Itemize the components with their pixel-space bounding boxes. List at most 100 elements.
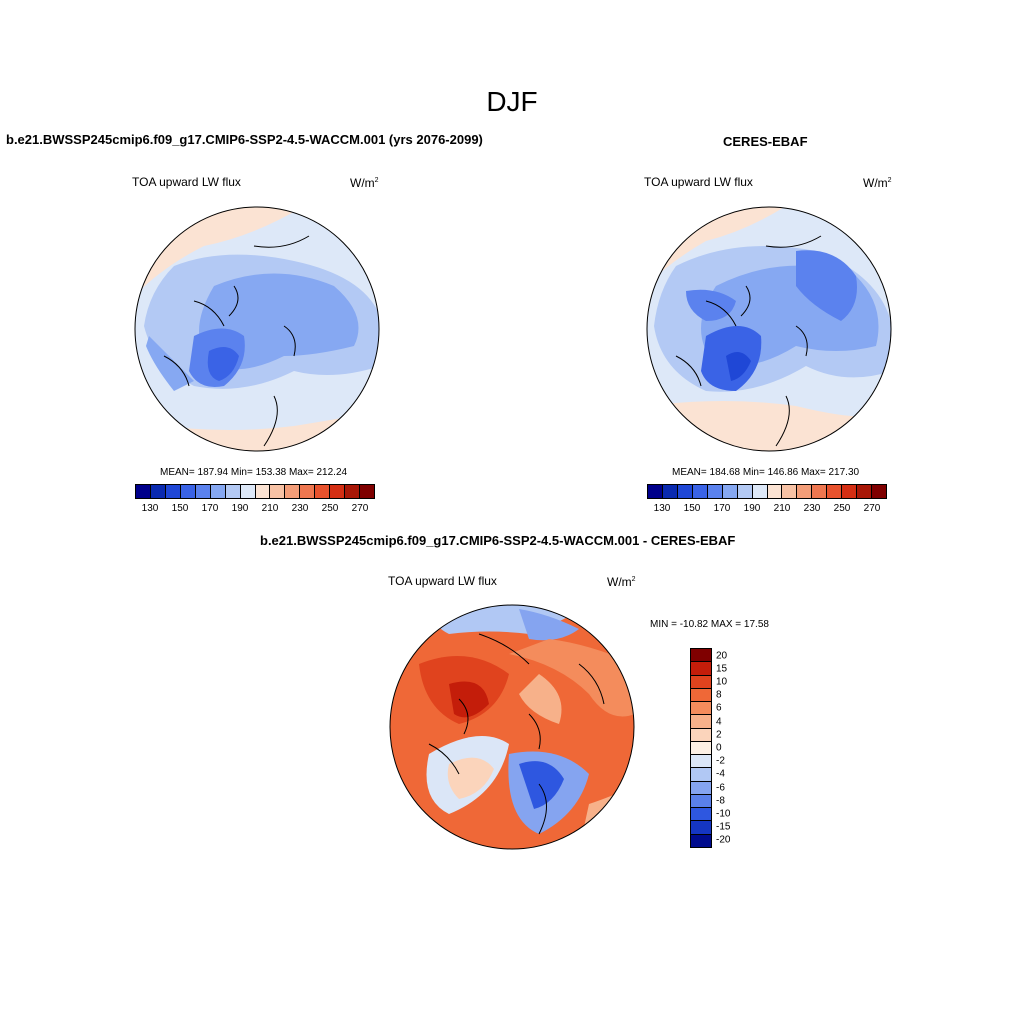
obs-stats: MEAN= 184.68 Min= 146.86 Max= 217.30 <box>672 467 860 478</box>
colorbar-swatch <box>737 485 753 498</box>
diff-minmax: MIN = -10.82 MAX = 17.58 <box>650 619 769 630</box>
model-units-label: W/m2 <box>350 176 379 190</box>
colorbar-swatch <box>315 485 331 498</box>
colorbar-tick-label: 10 <box>716 676 728 688</box>
colorbar-swatch <box>691 702 711 716</box>
colorbar-swatch <box>691 794 711 809</box>
colorbar-swatch <box>255 485 271 498</box>
colorbar-swatch <box>345 485 361 498</box>
colorbar-swatch <box>662 485 678 498</box>
colorbar-swatch <box>691 768 711 782</box>
colorbar-tick-label: 250 <box>321 503 339 514</box>
colorbar-tick-label: -20 <box>716 834 731 846</box>
colorbar-tick-label: 210 <box>261 503 279 514</box>
colorbar-tick-label: 270 <box>351 503 369 514</box>
colorbar-swatch <box>767 485 783 498</box>
colorbar-tick-label: -6 <box>716 782 725 794</box>
colorbar-tick-label: -4 <box>716 768 725 780</box>
colorbar-swatch <box>677 485 693 498</box>
colorbar-swatch <box>691 781 711 795</box>
colorbar-swatch <box>165 485 181 498</box>
diff-variable-label: TOA upward LW flux <box>388 574 497 588</box>
colorbar-swatch <box>285 485 301 498</box>
colorbar-swatch <box>691 688 711 703</box>
colorbar-swatch <box>692 485 708 498</box>
obs-colorbar-swatches <box>647 484 887 499</box>
diff-colorbar-ticks: 20 15 10 8 6 4 2 0 -2 -4 -6 -8 -10 -15 -20 <box>712 648 772 848</box>
colorbar-swatch <box>872 485 886 498</box>
diff-units-label: W/m2 <box>607 575 636 589</box>
colorbar-swatch <box>195 485 211 498</box>
diff-polar-map <box>389 604 635 850</box>
colorbar-swatch <box>857 485 873 498</box>
colorbar-swatch <box>360 485 374 498</box>
colorbar-tick-label: -2 <box>716 755 725 767</box>
colorbar-swatch <box>210 485 226 498</box>
colorbar-swatch <box>691 649 711 663</box>
colorbar-swatch <box>691 834 711 847</box>
model-variable-label: TOA upward LW flux <box>132 175 241 189</box>
colorbar-swatch <box>691 675 711 689</box>
colorbar-swatch <box>827 485 843 498</box>
colorbar-swatch <box>691 755 711 769</box>
colorbar-tick-label: 0 <box>716 742 722 754</box>
colorbar-swatch <box>752 485 768 498</box>
colorbar-swatch <box>648 485 663 498</box>
colorbar-tick-label: 230 <box>291 503 309 514</box>
colorbar-swatch <box>812 485 828 498</box>
model-colorbar-ticks: 130 150 170 190 210 230 250 270 <box>135 499 375 514</box>
model-polar-map <box>134 206 380 452</box>
colorbar-swatch <box>691 741 711 756</box>
colorbar-tick-label: -8 <box>716 795 725 807</box>
obs-colorbar-ticks: 130 150 170 190 210 230 250 270 <box>647 499 887 514</box>
season-title: DJF <box>486 86 538 117</box>
colorbar-tick-label: 190 <box>231 503 249 514</box>
colorbar-swatch <box>691 715 711 729</box>
diff-colorbar-swatches <box>690 648 712 848</box>
obs-polar-map <box>646 206 892 452</box>
obs-colorbar: 130 150 170 190 210 230 250 270 <box>647 484 887 514</box>
colorbar-tick-label: 190 <box>743 503 761 514</box>
colorbar-tick-label: 130 <box>141 503 159 514</box>
colorbar-tick-label: -15 <box>716 821 731 833</box>
colorbar-tick-label: 170 <box>201 503 219 514</box>
colorbar-tick-label: 230 <box>803 503 821 514</box>
colorbar-tick-label: -10 <box>716 808 731 820</box>
colorbar-swatch <box>150 485 166 498</box>
colorbar-swatch <box>691 808 711 822</box>
colorbar-swatch <box>300 485 316 498</box>
model-colorbar-swatches <box>135 484 375 499</box>
colorbar-swatch <box>842 485 858 498</box>
colorbar-tick-label: 8 <box>716 689 722 701</box>
colorbar-swatch <box>691 728 711 742</box>
model-panel-title: b.e21.BWSSP245cmip6.f09_g17.CMIP6-SSP2-4… <box>6 132 483 147</box>
colorbar-swatch <box>691 662 711 676</box>
colorbar-swatch <box>707 485 723 498</box>
colorbar-tick-label: 4 <box>716 716 722 728</box>
obs-variable-label: TOA upward LW flux <box>644 175 753 189</box>
colorbar-tick-label: 250 <box>833 503 851 514</box>
colorbar-tick-label: 150 <box>683 503 701 514</box>
obs-units-label: W/m2 <box>863 176 892 190</box>
colorbar-swatch <box>330 485 346 498</box>
diff-colorbar: 20 15 10 8 6 4 2 0 -2 -4 -6 -8 -10 -15 -20 <box>690 648 750 848</box>
model-stats: MEAN= 187.94 Min= 153.38 Max= 212.24 <box>160 467 348 478</box>
colorbar-swatch <box>782 485 798 498</box>
colorbar-tick-label: 170 <box>713 503 731 514</box>
colorbar-swatch <box>797 485 813 498</box>
obs-panel-title: CERES-EBAF <box>723 134 808 149</box>
colorbar-swatch <box>722 485 738 498</box>
colorbar-swatch <box>225 485 241 498</box>
colorbar-swatch <box>691 821 711 835</box>
colorbar-tick-label: 20 <box>716 650 728 662</box>
colorbar-tick-label: 270 <box>863 503 881 514</box>
colorbar-swatch <box>136 485 151 498</box>
diff-panel-title: b.e21.BWSSP245cmip6.f09_g17.CMIP6-SSP2-4… <box>260 533 736 548</box>
colorbar-tick-label: 6 <box>716 702 722 714</box>
model-colorbar: 130 150 170 190 210 230 250 270 <box>135 484 375 514</box>
colorbar-swatch <box>180 485 196 498</box>
colorbar-tick-label: 150 <box>171 503 189 514</box>
colorbar-tick-label: 15 <box>716 663 728 675</box>
colorbar-tick-label: 2 <box>716 729 722 741</box>
colorbar-tick-label: 130 <box>653 503 671 514</box>
